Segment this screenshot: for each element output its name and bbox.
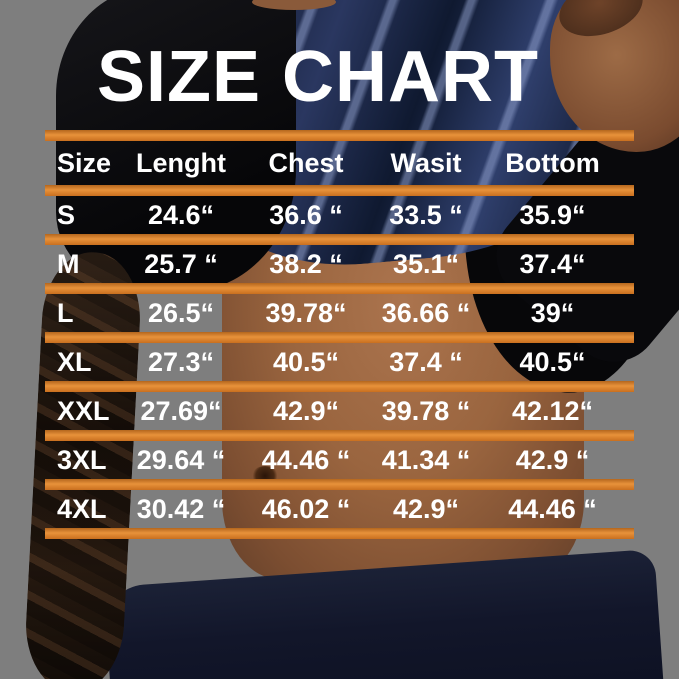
size-label: 4XL [57, 493, 107, 524]
waist-value: 39.78 “ [381, 395, 471, 426]
table-row-s: S 24.6“ 36.6 “ 33.5 “ 35.9“ [45, 196, 634, 234]
divider-bar [45, 332, 634, 343]
divider-bar [45, 381, 634, 392]
chest-value: 44.46 “ [261, 444, 351, 475]
column-header-bottom: Bottom [505, 147, 600, 178]
column-header-chest: Chest [268, 147, 344, 178]
size-label: S [57, 199, 76, 230]
chest-value: 36.6 “ [269, 199, 343, 230]
bottom-value: 42.9 “ [515, 444, 590, 475]
bottom-value: 44.46 “ [508, 493, 597, 524]
divider-bar [45, 528, 634, 539]
divider-bar [45, 130, 634, 141]
chest-value: 38.2 “ [269, 248, 343, 279]
waist-value: 41.34 “ [381, 444, 471, 475]
column-header-waist: Wasit [390, 147, 462, 178]
waist-value: 36.66 “ [381, 297, 471, 328]
length-value: 27.69“ [140, 395, 222, 426]
bottom-value: 35.9“ [519, 199, 586, 230]
table-header-row: Size Lenght Chest Wasit Bottom [45, 141, 634, 185]
length-value: 24.6“ [147, 199, 215, 230]
divider-bar [45, 430, 634, 441]
chest-value: 39.78“ [265, 297, 347, 328]
length-value: 25.7 “ [144, 248, 218, 279]
length-value: 27.3“ [147, 346, 215, 377]
size-label: L [57, 297, 74, 328]
bottom-value: 42.12“ [511, 395, 594, 426]
bottom-value: 37.4“ [519, 248, 586, 279]
divider-bar [45, 479, 634, 490]
table-row-3xl: 3XL 29.64 “ 44.46 “ 41.34 “ 42.9 “ [45, 441, 634, 479]
length-value: 30.42 “ [136, 493, 226, 524]
table-row-l: L 26.5“ 39.78“ 36.66 “ 39“ [45, 294, 634, 332]
waist-value: 35.1“ [392, 248, 460, 279]
size-table: Size Lenght Chest Wasit Bottom S 24.6“ 3… [45, 130, 634, 539]
size-label: 3XL [57, 444, 107, 475]
divider-bar [45, 234, 634, 245]
length-value: 29.64 “ [136, 444, 226, 475]
length-value: 26.5“ [147, 297, 215, 328]
bottom-value: 39“ [530, 297, 575, 328]
chest-value: 42.9“ [272, 395, 340, 426]
size-label: XL [57, 346, 92, 377]
waist-value: 33.5 “ [389, 199, 463, 230]
chest-value: 46.02 “ [261, 493, 351, 524]
divider-bar [45, 283, 634, 294]
table-row-xxl: XXL 27.69“ 42.9“ 39.78 “ 42.12“ [45, 392, 634, 430]
size-label: XXL [57, 395, 110, 426]
divider-bar [45, 185, 634, 196]
waist-value: 37.4 “ [389, 346, 463, 377]
size-label: M [57, 248, 80, 279]
column-header-size: Size [57, 147, 112, 178]
model-neck [252, 0, 336, 10]
page-title: SIZE CHART [97, 37, 539, 117]
waist-value: 42.9“ [392, 493, 460, 524]
chest-value: 40.5“ [272, 346, 340, 377]
table-row-4xl: 4XL 30.42 “ 46.02 “ 42.9“ 44.46 “ [45, 490, 634, 528]
table-row-xl: XL 27.3“ 40.5“ 37.4 “ 40.5“ [45, 343, 634, 381]
bottom-value: 40.5“ [519, 346, 586, 377]
table-row-m: M 25.7 “ 38.2 “ 35.1“ 37.4“ [45, 245, 634, 283]
column-header-length: Lenght [136, 147, 226, 178]
